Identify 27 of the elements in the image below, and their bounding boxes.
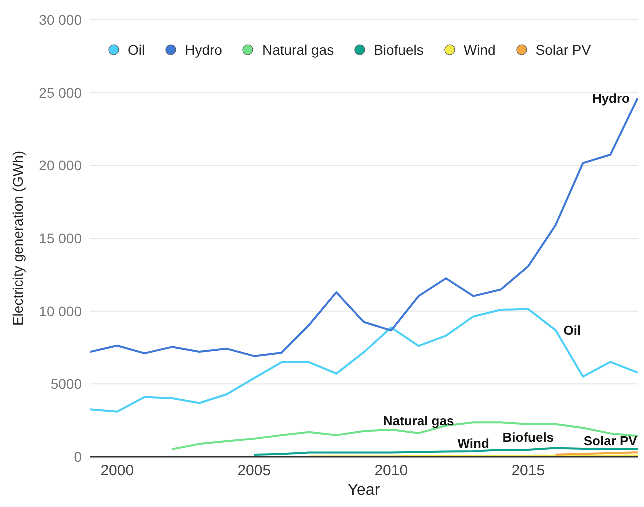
legend-label: Solar PV xyxy=(534,42,592,58)
x-tick-label: 2010 xyxy=(374,462,408,480)
x-tick-label: 2000 xyxy=(100,462,134,480)
x-tick-label: 2015 xyxy=(512,462,546,480)
annotation: Oil xyxy=(564,323,582,338)
line-series xyxy=(90,308,638,413)
line-series xyxy=(253,447,638,456)
x-tick-label: 2005 xyxy=(238,462,272,480)
legend-label: Oil xyxy=(127,42,146,58)
y-tick-label: 25 000 xyxy=(39,84,82,101)
y-tick-label: 10 000 xyxy=(39,303,82,320)
annotation: Solar PV xyxy=(584,433,638,448)
y-tick-label: 30 000 xyxy=(39,12,82,28)
annotation: Biofuels xyxy=(502,430,554,446)
y-tick-label: 0 xyxy=(74,448,82,465)
annotation: Wind xyxy=(458,436,490,452)
annotation: Hydro xyxy=(592,90,630,106)
y-tick-label: 20 000 xyxy=(39,158,82,174)
legend-label: Biofuels xyxy=(373,42,424,58)
y-tick-label: 5000 xyxy=(50,376,82,392)
legend-label: Hydro xyxy=(184,42,222,58)
x-axis-title: Year xyxy=(348,482,381,499)
annotation: Natural gas xyxy=(383,413,454,428)
y-tick-label: 15 000 xyxy=(39,230,82,246)
legend-label: Wind xyxy=(462,42,496,58)
y-axis-title: Electricity generation (GWh) xyxy=(10,150,26,326)
legend-label: Natural gas xyxy=(261,42,334,58)
